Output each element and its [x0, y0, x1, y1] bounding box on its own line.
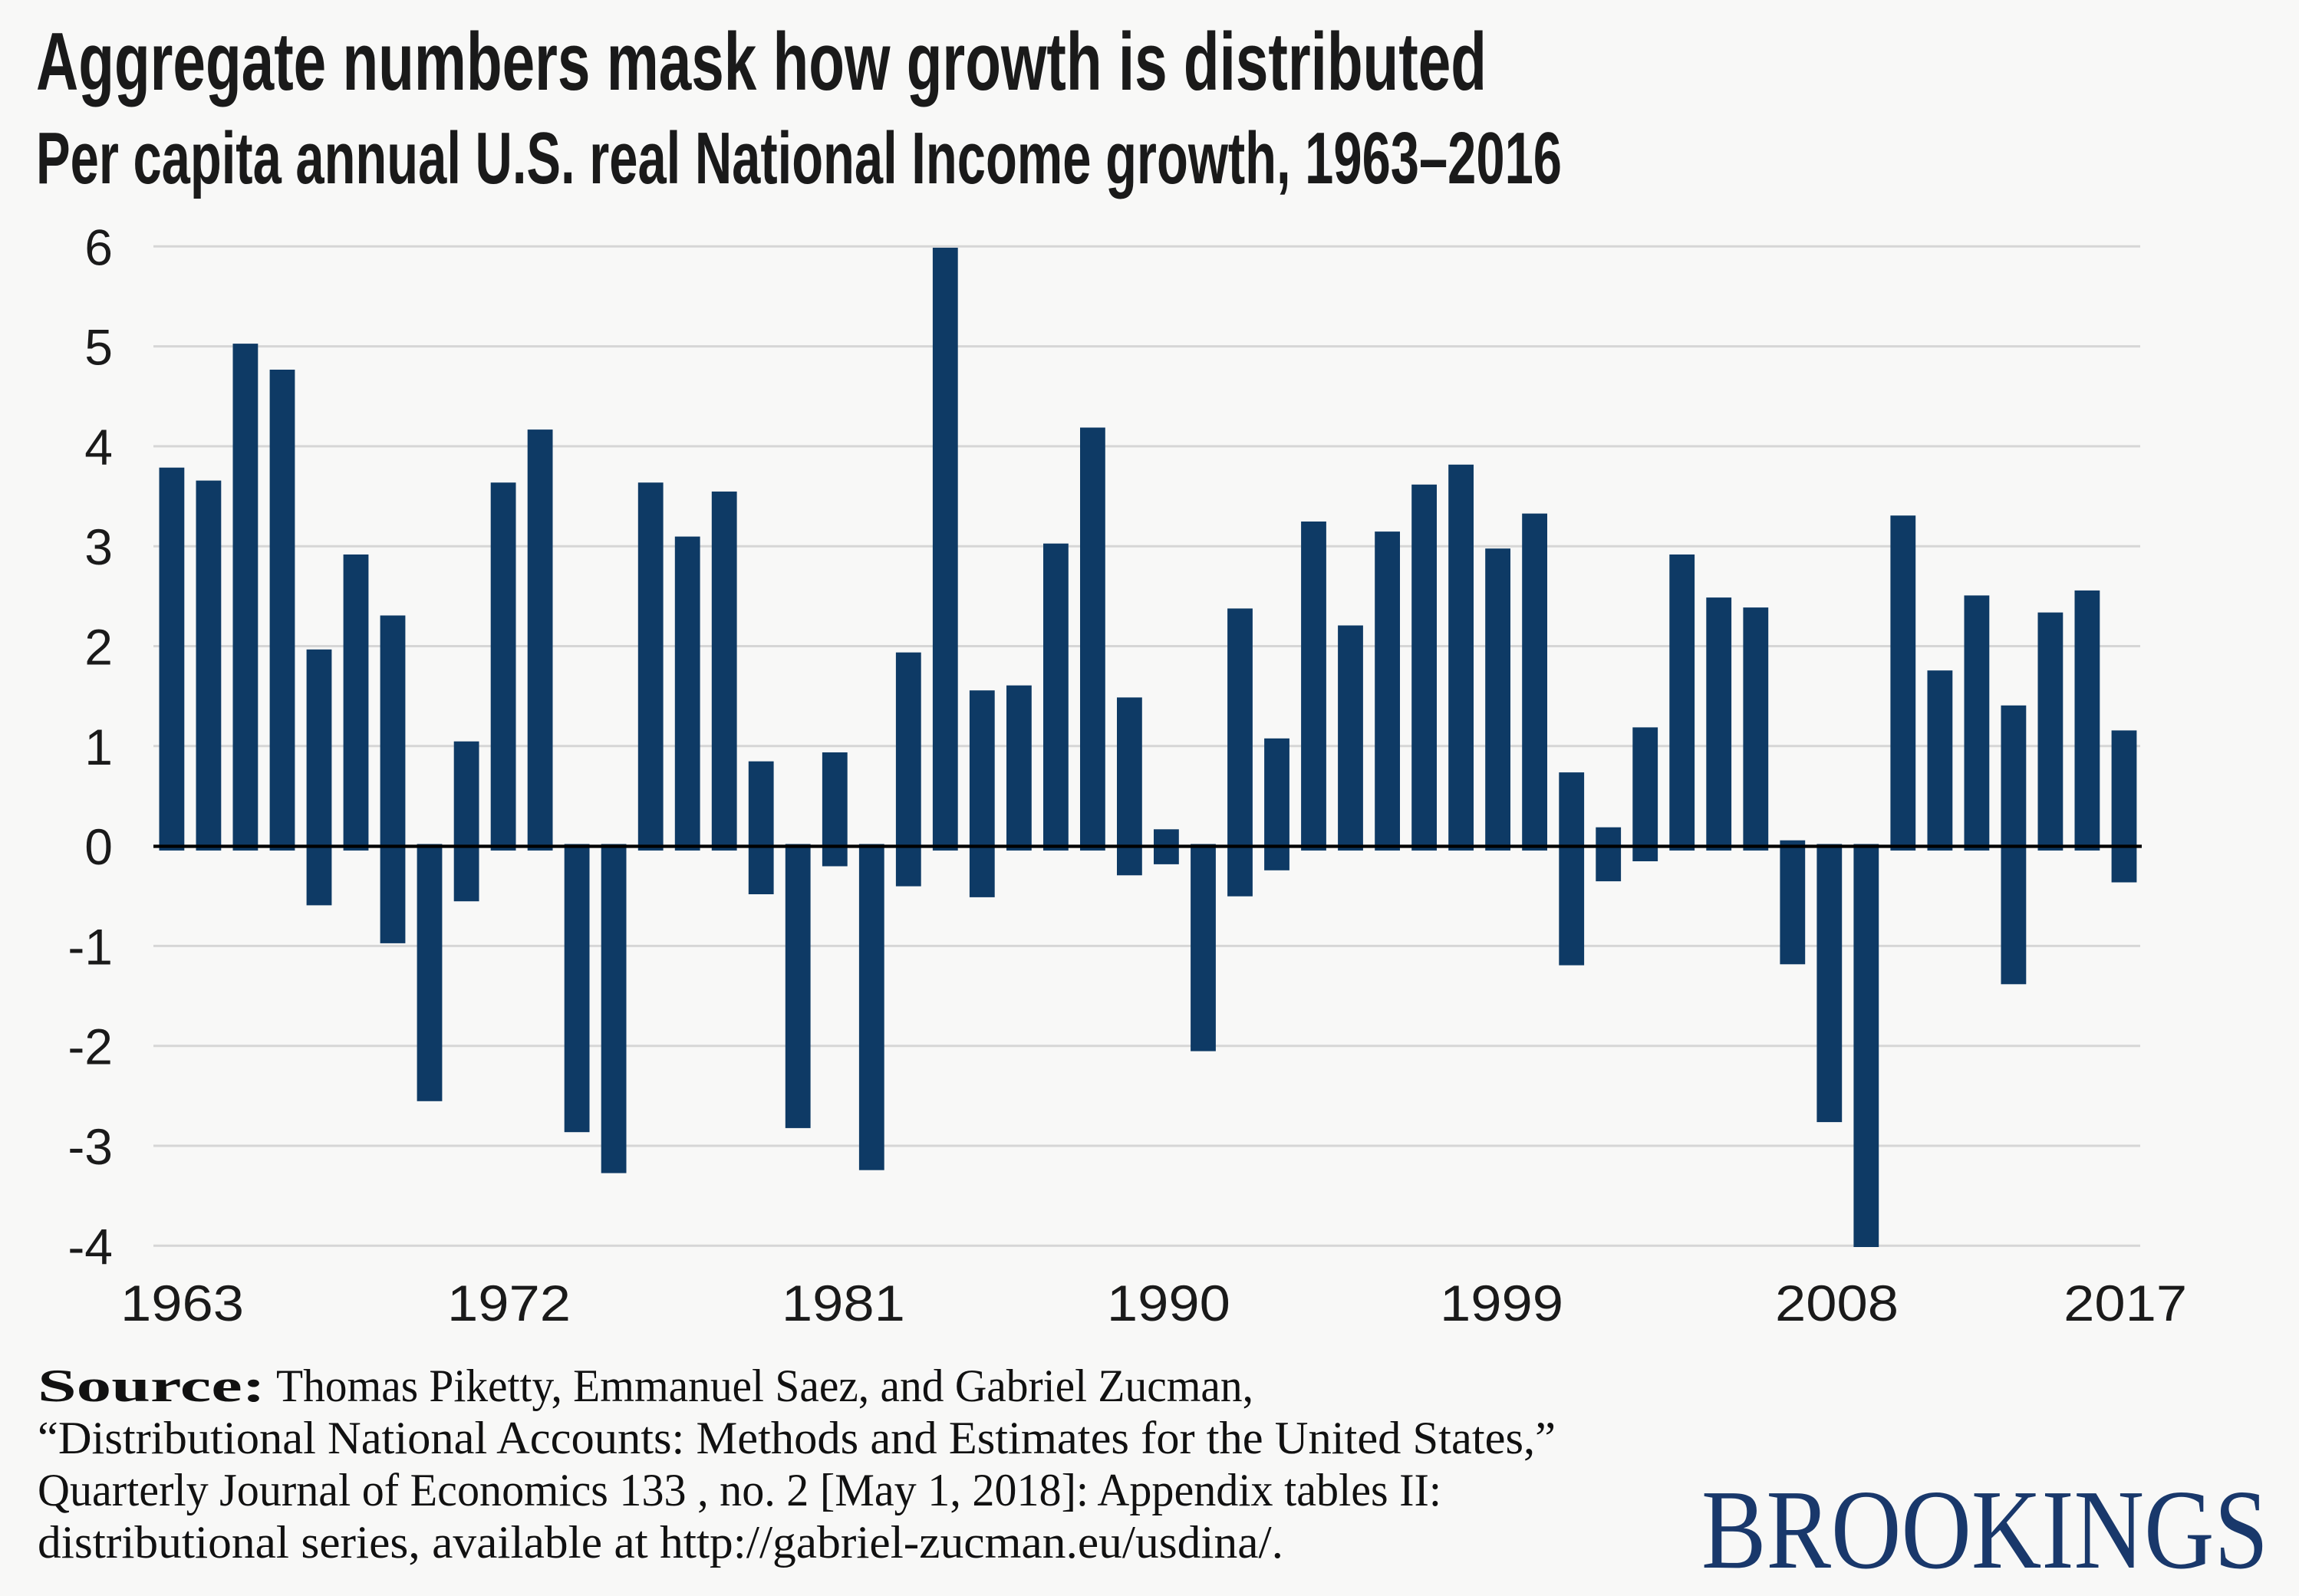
svg-text:distributional series, availab: distributional series, available at http… — [38, 1517, 1283, 1568]
svg-text:1999: 1999 — [1440, 1275, 1563, 1331]
svg-text:Quarterly Journal of Economics: Quarterly Journal of Economics 133 , no.… — [38, 1465, 1441, 1515]
svg-text:2: 2 — [84, 619, 113, 676]
svg-text:-4: -4 — [68, 1218, 113, 1275]
svg-text:6: 6 — [84, 219, 113, 275]
svg-text:-3: -3 — [68, 1118, 113, 1175]
svg-text:0: 0 — [84, 818, 113, 875]
svg-text:“Distributional National Accou: “Distributional National Accounts: Metho… — [38, 1413, 1556, 1463]
svg-text:-1: -1 — [68, 918, 113, 975]
svg-text:2017: 2017 — [2064, 1275, 2187, 1331]
svg-text:5: 5 — [84, 319, 113, 376]
svg-text:3: 3 — [84, 518, 113, 575]
svg-text:4: 4 — [84, 419, 113, 476]
svg-text:2008: 2008 — [1775, 1275, 1899, 1331]
svg-text:Thomas Piketty, Emmanuel Saez,: Thomas Piketty, Emmanuel Saez, and Gabri… — [276, 1361, 1253, 1411]
svg-text:1963: 1963 — [120, 1275, 244, 1331]
svg-text:-2: -2 — [68, 1018, 113, 1075]
svg-text:BROOKINGS: BROOKINGS — [1701, 1467, 2268, 1593]
svg-text:1981: 1981 — [782, 1275, 905, 1331]
svg-text:Source:: Source: — [38, 1361, 265, 1411]
svg-text:1: 1 — [84, 719, 113, 775]
svg-text:Aggregate numbers mask how gro: Aggregate numbers mask how growth is dis… — [36, 15, 1487, 107]
svg-text:1990: 1990 — [1107, 1275, 1230, 1331]
svg-text:Per capita annual U.S. real Na: Per capita annual U.S. real National Inc… — [36, 117, 1562, 199]
svg-text:1972: 1972 — [447, 1275, 571, 1331]
